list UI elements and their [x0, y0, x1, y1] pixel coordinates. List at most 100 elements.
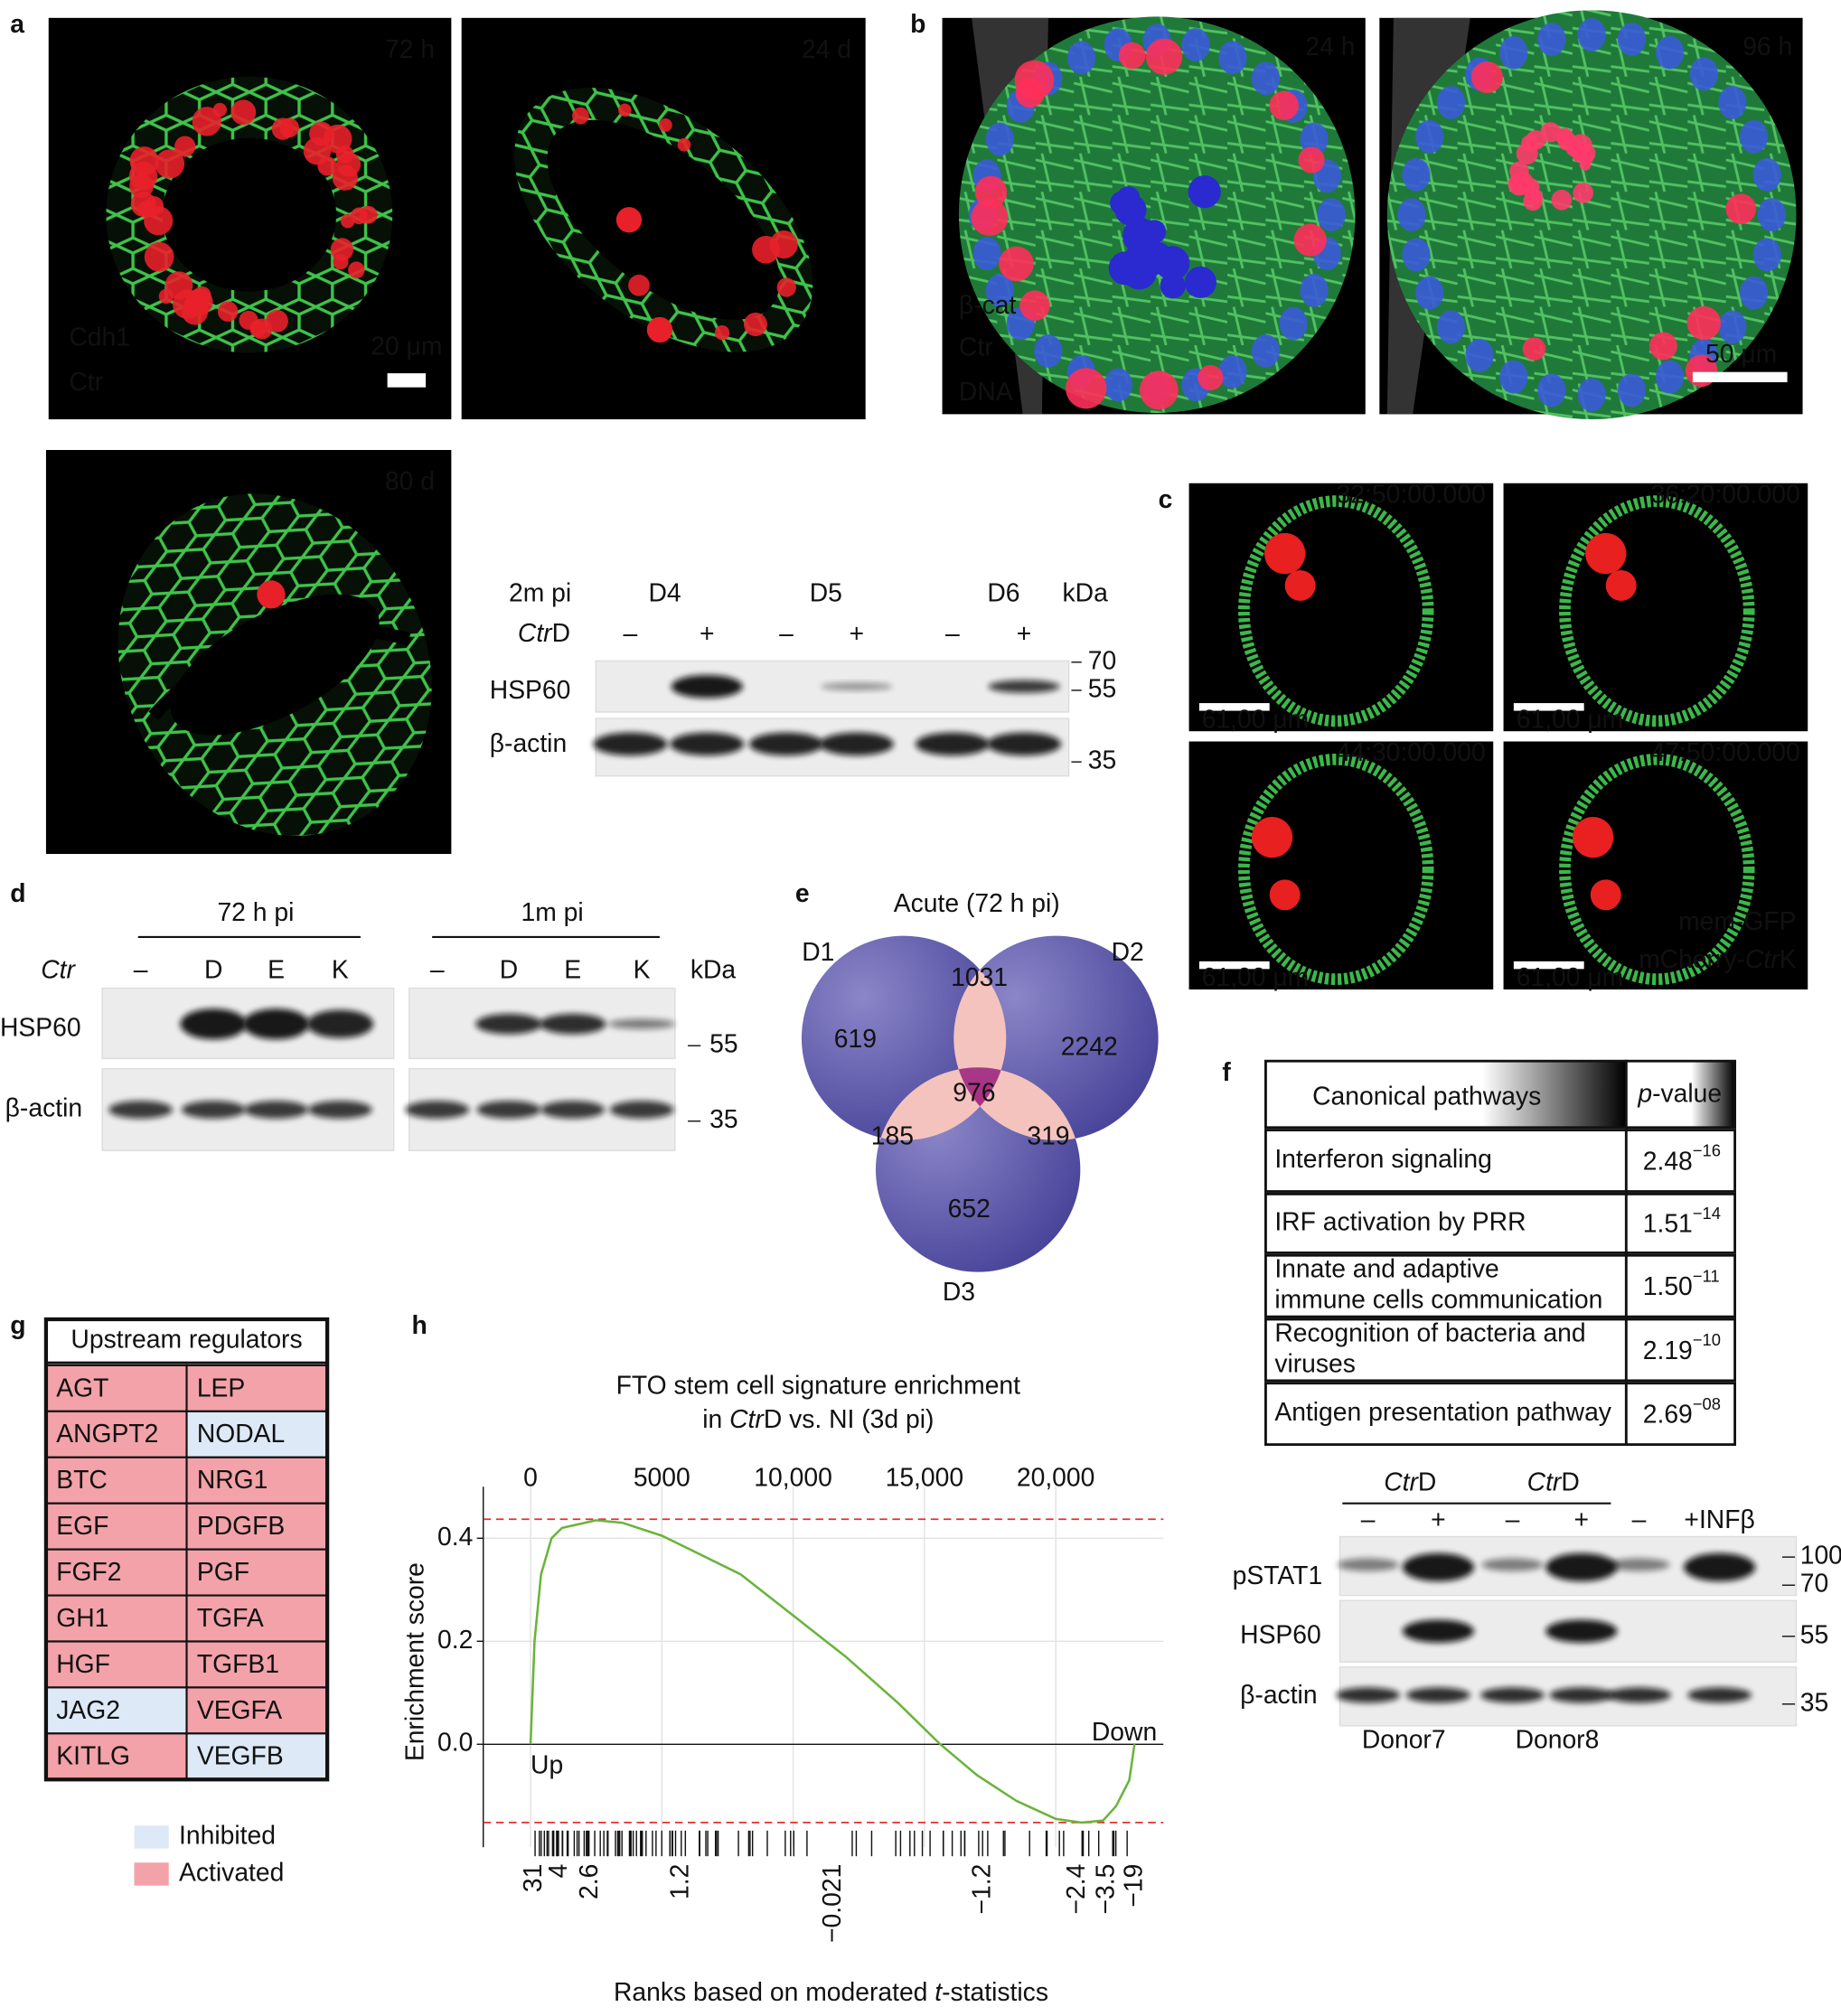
nucleus [1537, 373, 1566, 408]
table-header: p-value [1637, 1079, 1722, 1108]
stain [249, 320, 268, 338]
stain [1284, 569, 1316, 601]
legend-label: Inhibited [179, 1820, 276, 1849]
marker-label: 35 [709, 1104, 737, 1133]
header-cell [1264, 1059, 1628, 1130]
table-cell [1624, 1253, 1737, 1318]
nucleus [985, 274, 1014, 307]
regulator-name: PDGFB [197, 1511, 285, 1540]
x-tick-label: 20,000 [1017, 1462, 1095, 1491]
stain [1648, 332, 1677, 361]
stain [333, 254, 349, 270]
stain [1572, 817, 1614, 858]
nucleus [1218, 41, 1247, 75]
regulator-name: AGT [56, 1373, 108, 1402]
micrograph [1188, 483, 1494, 732]
band [671, 674, 743, 699]
treatment-label: CtrD [1384, 1467, 1436, 1496]
band [1402, 1619, 1475, 1643]
organoid [1386, 10, 1797, 420]
label-part: 2.19 [1643, 1336, 1693, 1364]
regulator-name: VEGFB [197, 1741, 284, 1770]
label-part: in [702, 1405, 729, 1434]
nucleus [1499, 360, 1528, 394]
marker-label: 70 [1800, 1569, 1828, 1598]
legend-swatch [134, 1862, 169, 1886]
lumen [547, 119, 780, 320]
band [1481, 1558, 1544, 1571]
stain [974, 175, 1008, 209]
label-part: Ctr [729, 1405, 765, 1434]
regulator-cell [44, 1502, 188, 1551]
stain [628, 274, 650, 296]
nucleus [1718, 310, 1747, 344]
regulator-name: EGF [56, 1511, 108, 1540]
label-part: −08 [1693, 1394, 1721, 1413]
nucleus [1141, 220, 1167, 244]
stain [174, 136, 196, 157]
nucleus [1689, 57, 1718, 91]
stain [332, 164, 358, 191]
stain [1269, 879, 1301, 911]
stain [185, 288, 213, 316]
stain [615, 207, 643, 233]
regulator-cell [185, 1640, 329, 1689]
pathway-name: viruses [1274, 1348, 1356, 1377]
lane-label: – [624, 619, 638, 648]
regulator-name: LEP [197, 1373, 245, 1402]
band [306, 1009, 374, 1038]
lane-label: + [850, 619, 865, 648]
legend-label: Cdh1 [69, 322, 130, 351]
band [1607, 1687, 1671, 1703]
row-label: β-actin [5, 1092, 82, 1121]
lane-label: + [1431, 1505, 1446, 1533]
band [1549, 1687, 1614, 1703]
stain [743, 312, 767, 336]
label-part: D [1561, 1467, 1579, 1496]
nucleus [1114, 193, 1147, 226]
stain [1470, 61, 1503, 93]
row-label: HSP60 [1240, 1619, 1321, 1648]
label-part: −10 [1693, 1330, 1721, 1349]
regulator-cell [44, 1548, 188, 1597]
stain [1139, 370, 1179, 410]
p-value: 2.48−16 [1643, 1141, 1721, 1176]
nucleus [985, 122, 1014, 156]
panel-label: d [10, 878, 25, 907]
legend-label: Ctr [959, 333, 993, 361]
stain [257, 580, 286, 609]
stain [1522, 337, 1546, 361]
annotation: Up [531, 1750, 563, 1779]
band [307, 1101, 372, 1119]
band [988, 680, 1060, 693]
label-part: −16 [1693, 1141, 1721, 1160]
venn-count: 319 [1027, 1121, 1069, 1150]
nucleus [1577, 18, 1606, 52]
stain [271, 117, 295, 140]
nucleus [1752, 238, 1781, 272]
stain [330, 238, 354, 261]
lane-label: D [204, 955, 222, 984]
marker-label: 100 [1800, 1541, 1841, 1570]
chart-title: in CtrD vs. NI (3d pi) [702, 1405, 934, 1434]
scale-label: 61,00 μm [1202, 962, 1309, 991]
stain [1066, 368, 1107, 409]
band [475, 1013, 542, 1035]
nucleus [1317, 198, 1346, 232]
scale-label: 61,00 μm [1202, 704, 1309, 733]
lumen [162, 137, 337, 292]
stain [1540, 122, 1561, 143]
nucleus [1397, 198, 1426, 232]
scale-label: 50 μm [1705, 339, 1777, 368]
marker-label: 55 [1800, 1619, 1828, 1648]
regulator-cell [44, 1732, 188, 1781]
set-label: D3 [943, 1277, 975, 1306]
label-part: D vs. NI (3d pi) [764, 1405, 935, 1434]
nucleus [1752, 157, 1781, 192]
band [1687, 1687, 1752, 1703]
nucleus [1617, 373, 1647, 408]
label-part: D [552, 619, 570, 648]
venn-overlap [875, 1067, 1007, 1140]
label-part: 1.51 [1643, 1209, 1693, 1238]
